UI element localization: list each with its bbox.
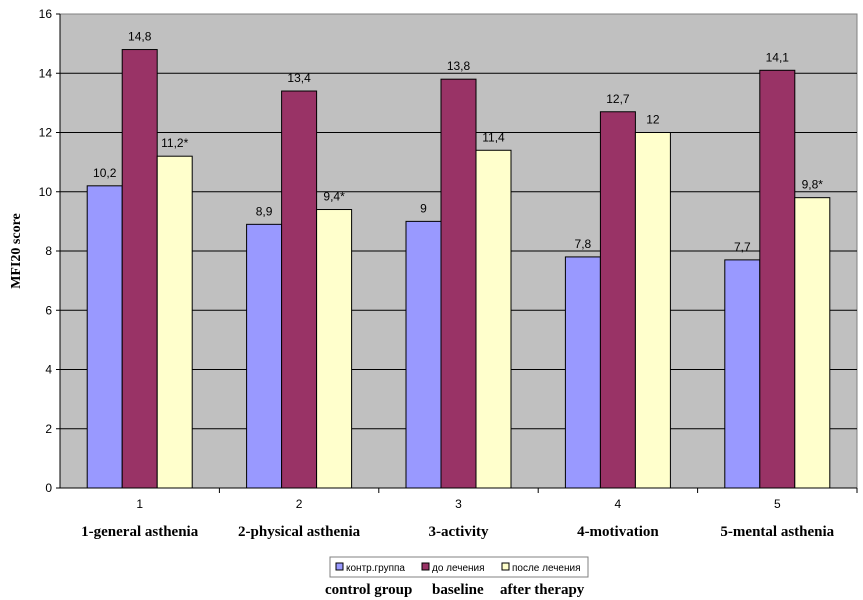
bar (156, 155, 193, 489)
legend-label: после лечения (512, 563, 581, 574)
x-tick-label: 4 (615, 497, 622, 511)
bar (316, 209, 353, 489)
y-tick-label: 8 (45, 244, 52, 258)
bars (86, 49, 831, 489)
bar (634, 132, 671, 489)
data-label: 7,8 (575, 237, 592, 251)
bar (794, 197, 831, 489)
data-label: 14,8 (128, 30, 152, 44)
y-axis-label: MFI20 score (9, 213, 24, 289)
legend-label: до лечения (432, 563, 485, 574)
x-tick-label: 2 (296, 497, 303, 511)
data-label: 7,7 (734, 240, 751, 254)
legend-english-label: baseline (432, 582, 484, 598)
data-label: 13,8 (447, 59, 471, 73)
legend-box (329, 556, 589, 578)
data-label: 9 (420, 201, 427, 215)
x-tick-label: 5 (774, 497, 781, 511)
category-name: 1-general asthenia (81, 524, 199, 540)
x-tick-label: 3 (455, 497, 462, 511)
legend-english-label: control group (325, 582, 412, 598)
y-tick-label: 14 (39, 66, 53, 80)
data-label: 10,2 (93, 166, 117, 180)
bar (564, 256, 601, 489)
data-label: 12,7 (606, 92, 630, 106)
y-tick-label: 10 (39, 185, 53, 199)
y-tick-label: 4 (45, 363, 52, 377)
data-label: 11,4 (482, 130, 505, 144)
y-tick-label: 0 (45, 481, 52, 495)
category-names: 1-general asthenia 2-physical asthenia 3-a… (81, 524, 835, 540)
category-name: 3-activity (429, 524, 489, 540)
category-name: 4-motivation (577, 524, 659, 540)
y-tick-label: 2 (45, 422, 52, 436)
legend-english-label: after therapy (500, 582, 585, 598)
data-label: 13,4 (287, 71, 311, 85)
bar (121, 49, 158, 489)
legend-swatch (335, 562, 344, 571)
legend: контр.группа до лечения после лечения (329, 556, 589, 578)
bar (759, 69, 796, 489)
data-label: 9,8* (802, 178, 824, 192)
x-axis-ticks: 1 2 3 4 5 (136, 488, 858, 511)
legend-label: контр.группа (346, 563, 405, 574)
data-label: 14,1 (766, 50, 790, 64)
y-tick-label: 12 (39, 126, 53, 140)
bar (599, 111, 636, 489)
y-tick-label: 16 (39, 7, 53, 21)
legend-swatch (501, 562, 510, 571)
legend-swatch (421, 562, 430, 571)
data-label: 11,2* (161, 136, 188, 150)
bar (405, 220, 442, 489)
y-tick-label: 6 (45, 303, 52, 317)
bar (440, 78, 477, 489)
data-label: 12 (646, 113, 660, 127)
bar (281, 90, 318, 489)
category-name: 2-physical asthenia (238, 524, 361, 540)
category-name: 5-mental asthenia (720, 524, 834, 540)
bar (724, 259, 761, 489)
x-tick-label: 1 (136, 497, 143, 511)
data-label: 9,4* (323, 190, 345, 204)
data-label: 8,9 (256, 204, 273, 218)
data-labels: 10,2 14,8 11,2* 8,9 13,4 9,4* 9 13,8 11,4 7,8 12,7… (93, 30, 823, 254)
bar (86, 185, 123, 489)
bar (475, 149, 512, 489)
legend-english-names: control group baseline after therapy (325, 582, 585, 598)
bar (246, 223, 283, 489)
